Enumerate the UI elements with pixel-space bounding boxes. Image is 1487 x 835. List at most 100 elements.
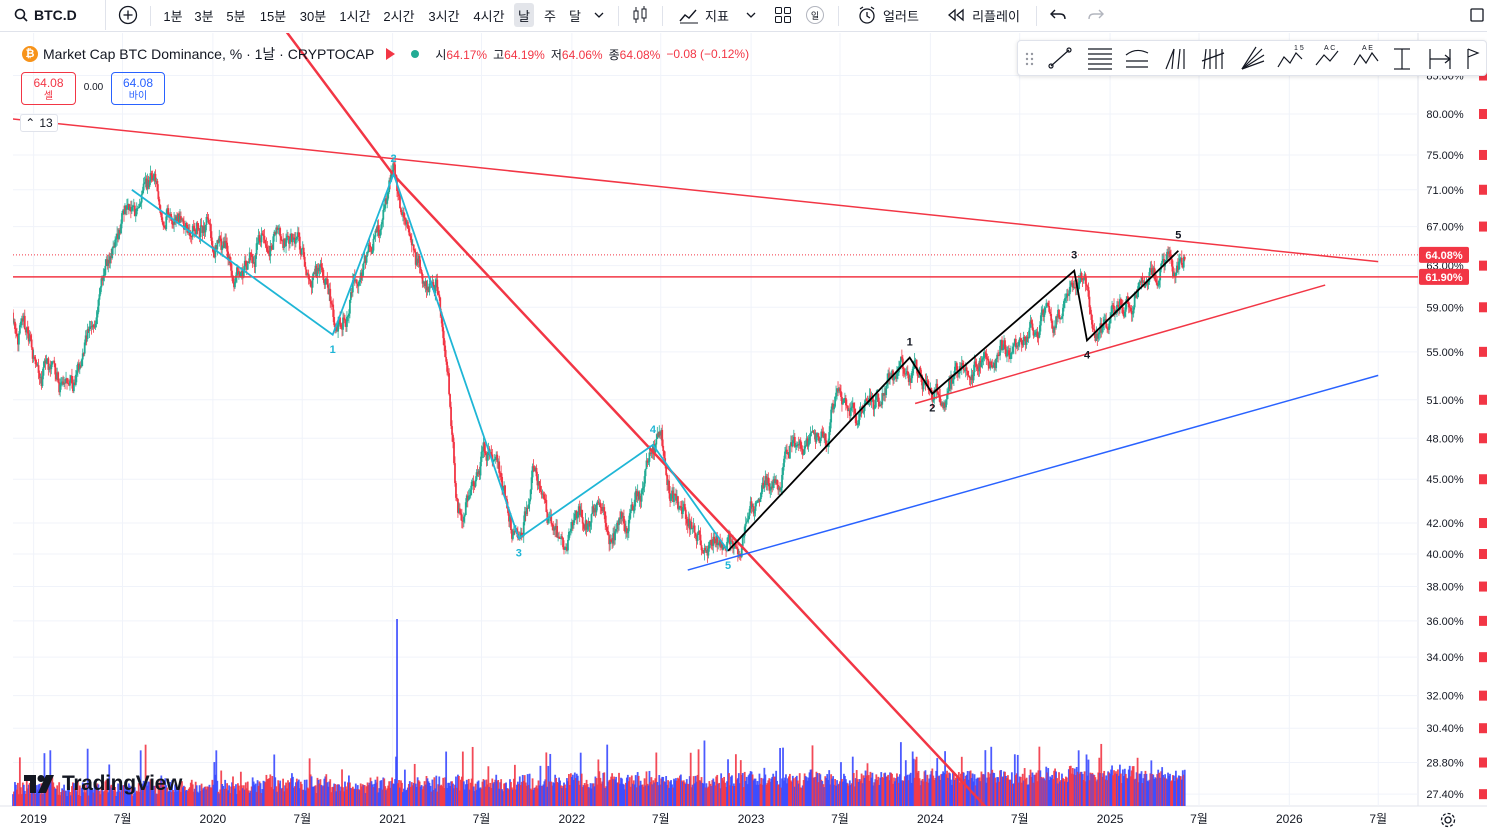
candle-body [1086, 285, 1089, 288]
sell-button[interactable]: 64.08 셀 [21, 72, 76, 105]
candle-body [799, 440, 802, 449]
elliott-wave-1[interactable] [131, 171, 729, 552]
volume-bar [161, 783, 164, 806]
candle-body [962, 365, 965, 371]
candle-body [393, 163, 395, 165]
candle-body [1044, 307, 1047, 313]
candle-body [158, 199, 161, 206]
interval-button[interactable]: 날 [514, 3, 534, 27]
volume-bar [1026, 784, 1029, 806]
elliott-correction-tool-icon[interactable]: A C [1315, 45, 1339, 66]
interval-button[interactable]: 1분 [163, 8, 183, 24]
candle-body [824, 433, 827, 441]
interval-button[interactable]: 30분 [299, 8, 327, 24]
redo-icon[interactable] [1084, 0, 1108, 30]
candle-body [466, 495, 469, 500]
interval-button[interactable]: 3시간 [428, 8, 460, 24]
steep-downtrend-trendline[interactable] [252, 33, 1005, 827]
candle-body [82, 353, 85, 355]
candle-body [269, 245, 272, 257]
volume-bar [486, 784, 489, 806]
flag-icon[interactable] [386, 48, 396, 60]
candle-type-icon[interactable] [628, 0, 652, 30]
wave-label: 4 [1084, 349, 1091, 361]
elliott-impulse-tool-icon[interactable]: 1 5 [1277, 45, 1304, 68]
candle-body [932, 399, 935, 402]
interval-button[interactable]: 4시간 [473, 8, 505, 24]
pitchfork-tool-icon[interactable] [1201, 48, 1225, 70]
elliott-wave-2[interactable] [727, 250, 1179, 552]
alert-button[interactable]: 얼러트 [852, 0, 924, 30]
candle-body [811, 430, 814, 433]
volume-bar [246, 781, 249, 806]
date-range-tool-icon[interactable] [1429, 49, 1451, 69]
candle-body [871, 397, 874, 400]
volume-bar [15, 784, 17, 806]
interval-button[interactable]: 3분 [194, 8, 214, 24]
candle-body [798, 440, 801, 446]
price-chart[interactable]: 123451234585.00%80.00%75.00%71.00%67.00%… [0, 33, 1487, 835]
parallel-channel-tool-icon[interactable] [1088, 48, 1112, 70]
interval-button[interactable]: 5분 [226, 8, 246, 24]
series-title[interactable]: Market Cap BTC Dominance, % · 1날 · CRYPT… [43, 46, 375, 62]
vertical-line-tool-icon[interactable] [1394, 48, 1410, 70]
series-legend: ₿ Market Cap BTC Dominance, % · 1날 · CRY… [22, 44, 749, 64]
layouts-icon[interactable] [772, 0, 794, 30]
candle-body [386, 198, 389, 204]
candle-body [974, 361, 977, 364]
candle-body [23, 315, 26, 329]
candle-body [492, 460, 495, 463]
replay-button[interactable]: 리플레이 [938, 0, 1028, 30]
interval-button[interactable]: 15분 [259, 8, 287, 24]
lower-channel-trendline[interactable] [914, 284, 1326, 405]
volume-bar [1169, 773, 1171, 806]
candle-body [116, 233, 119, 239]
regression-channel-tool-icon[interactable] [1125, 49, 1149, 68]
candle-body [980, 362, 983, 368]
indicators-dropdown-icon[interactable] [742, 0, 760, 30]
upper-resistance-trendline[interactable] [4, 118, 1379, 263]
settings-gear-icon[interactable] [1438, 810, 1458, 830]
drag-handle-icon[interactable] [1025, 52, 1034, 66]
volume-bar [884, 772, 887, 806]
interval-button[interactable]: 2시간 [383, 8, 415, 24]
candle-body [1036, 331, 1039, 338]
interval-button[interactable]: 주 [544, 8, 556, 24]
compare-add-icon[interactable] [116, 0, 140, 30]
blue-support-trendline[interactable] [687, 374, 1379, 571]
flag-tool-icon[interactable] [1467, 48, 1480, 69]
interval-dropdown-icon[interactable] [590, 0, 608, 30]
candle-body [13, 321, 15, 323]
symbol-search[interactable]: BTC.D [0, 0, 106, 30]
volume-bar [593, 786, 596, 806]
indicators-button[interactable]: 지표 [675, 0, 733, 30]
interval-button[interactable]: 달 [569, 8, 581, 24]
volume-bar [878, 784, 881, 806]
interval-button[interactable]: 1시간 [339, 8, 371, 24]
candle-body [1174, 272, 1177, 277]
undo-icon[interactable] [1046, 0, 1070, 30]
candle-body [168, 214, 171, 217]
elliott-triangle-tool-icon[interactable]: A E [1353, 45, 1379, 66]
gann-lines-tool-icon[interactable] [1165, 48, 1185, 70]
buy-button[interactable]: 64.08 바이 [111, 72, 165, 105]
candle-body [280, 236, 283, 241]
volume-bar [50, 781, 53, 806]
volume-bar [770, 778, 773, 806]
candle-body [259, 240, 262, 243]
fib-fan-tool-icon[interactable] [1241, 46, 1265, 70]
tradingview-logo[interactable]: TradingView [24, 772, 182, 796]
volume-bar [736, 778, 739, 806]
candle-body [719, 539, 722, 548]
volume-bar [568, 774, 570, 806]
trend-line-tool-icon[interactable] [1048, 47, 1072, 69]
volume-bar [345, 786, 347, 806]
maximize-icon[interactable] [1467, 0, 1487, 30]
layout-badge[interactable]: 일 [804, 0, 826, 30]
candle-body [273, 231, 276, 237]
candle-body [410, 240, 413, 246]
volume-bar [890, 772, 892, 806]
price-axis[interactable] [1418, 33, 1487, 835]
candle-body [446, 361, 449, 372]
indicators-collapse-button[interactable]: ⌃ 13 [20, 114, 58, 132]
